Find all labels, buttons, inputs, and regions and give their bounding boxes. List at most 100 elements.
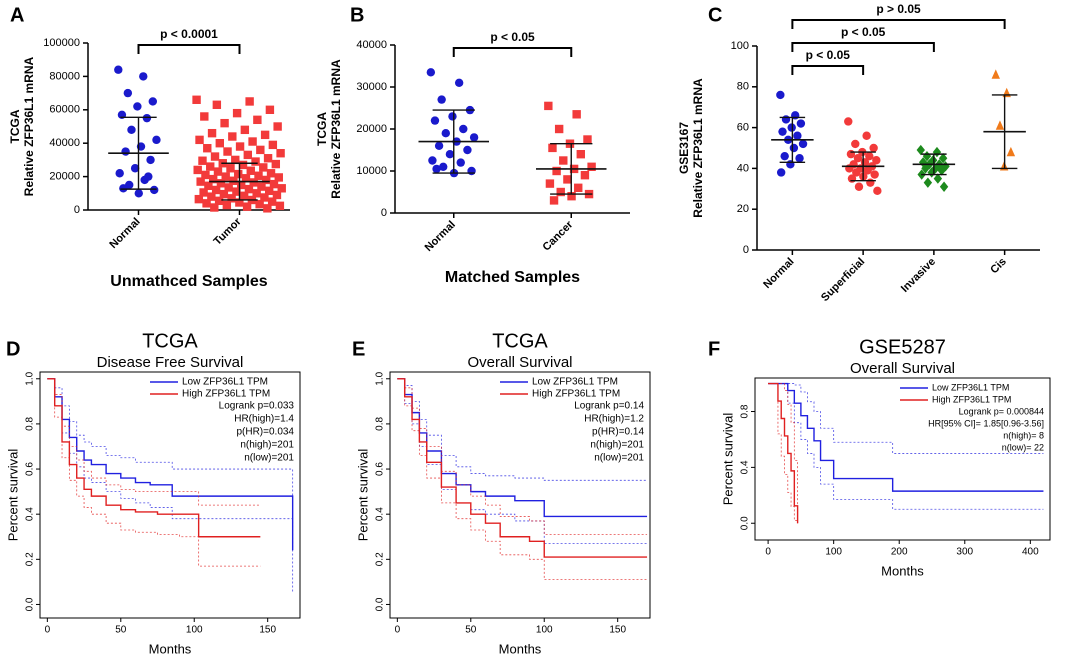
y-axis-label: TCGA bbox=[315, 112, 329, 146]
point bbox=[434, 141, 444, 150]
point bbox=[146, 155, 155, 165]
x-tick-label: 0 bbox=[45, 625, 51, 636]
y-axis-label: Relative ZFP36L1 mRNA bbox=[22, 56, 36, 196]
point bbox=[554, 124, 564, 134]
point bbox=[144, 172, 153, 181]
panel-letter: E bbox=[352, 338, 365, 360]
point bbox=[256, 145, 265, 155]
point bbox=[130, 164, 140, 173]
point bbox=[201, 170, 210, 180]
point bbox=[549, 196, 559, 205]
statistic: n(low)=201 bbox=[244, 453, 294, 464]
panel-letter: B bbox=[350, 4, 364, 26]
point bbox=[780, 151, 789, 161]
point bbox=[267, 197, 277, 206]
y-tick-label: 80000 bbox=[49, 70, 80, 82]
point bbox=[869, 143, 878, 153]
point bbox=[253, 115, 262, 125]
y-tick-label: 60000 bbox=[49, 104, 80, 116]
bracket bbox=[452, 47, 573, 57]
point bbox=[274, 173, 283, 182]
point bbox=[798, 139, 808, 149]
statistic: HR(high)=1.2 bbox=[584, 414, 644, 425]
point bbox=[148, 97, 158, 106]
point bbox=[269, 179, 279, 189]
x-axis-label: Months bbox=[881, 563, 924, 578]
point bbox=[467, 166, 476, 176]
confidence-bound bbox=[397, 378, 648, 581]
point bbox=[192, 95, 201, 104]
point bbox=[204, 181, 213, 190]
x-axis-label: Unmathced Samples bbox=[110, 273, 267, 290]
point bbox=[115, 169, 124, 178]
chart-title: TCGA bbox=[142, 330, 198, 352]
point bbox=[786, 160, 795, 169]
point bbox=[245, 97, 254, 106]
point bbox=[203, 144, 212, 153]
point bbox=[142, 113, 152, 123]
point bbox=[220, 118, 229, 128]
panel-letter: A bbox=[10, 4, 24, 26]
point bbox=[210, 203, 219, 212]
x-tick-label: 150 bbox=[259, 625, 276, 636]
point bbox=[851, 139, 860, 149]
panel-letter: F bbox=[708, 338, 720, 360]
point bbox=[231, 155, 240, 165]
point bbox=[214, 196, 224, 206]
point bbox=[228, 132, 237, 141]
survival-curve bbox=[47, 378, 261, 538]
point bbox=[195, 135, 204, 145]
point bbox=[793, 131, 802, 140]
point bbox=[939, 181, 949, 192]
y-tick-label: 0.0 bbox=[25, 597, 36, 611]
x-tick-label: 300 bbox=[956, 547, 973, 558]
point bbox=[844, 117, 853, 126]
x-tick-label: Normal bbox=[107, 216, 142, 251]
point bbox=[469, 133, 479, 142]
point bbox=[260, 130, 270, 140]
statistic: n(high)= 8 bbox=[1003, 430, 1044, 440]
point bbox=[854, 182, 864, 191]
x-tick-label: Cancer bbox=[541, 218, 576, 253]
statistic: p(HR)=0.14 bbox=[592, 427, 644, 438]
y-tick-label: 1.0 bbox=[25, 371, 36, 385]
point bbox=[232, 187, 241, 196]
statistic: p(HR)=0.034 bbox=[236, 427, 294, 438]
y-tick-label: 60 bbox=[737, 122, 749, 134]
point bbox=[263, 154, 273, 163]
x-tick-label: Tumor bbox=[212, 215, 245, 248]
statistic: n(high)=201 bbox=[590, 440, 644, 451]
y-axis-label: TCGA bbox=[8, 109, 22, 143]
survival-curve bbox=[397, 378, 648, 558]
point bbox=[548, 143, 557, 153]
bracket-label: p < 0.0001 bbox=[160, 27, 218, 41]
survival-curve bbox=[768, 382, 1044, 492]
point bbox=[139, 72, 148, 81]
point bbox=[574, 183, 583, 192]
point bbox=[456, 158, 465, 167]
point bbox=[781, 115, 791, 124]
statistic: HR(high)=1.4 bbox=[234, 414, 294, 425]
point bbox=[213, 167, 223, 176]
point bbox=[937, 165, 946, 176]
x-tick-label: 50 bbox=[115, 625, 127, 636]
point bbox=[263, 204, 272, 213]
point bbox=[152, 135, 161, 145]
point bbox=[236, 180, 246, 190]
point bbox=[121, 147, 130, 156]
point bbox=[243, 150, 253, 160]
confidence-bound bbox=[47, 378, 261, 567]
legend-label: Low ZFP36L1 TPM bbox=[532, 377, 618, 388]
point bbox=[251, 157, 260, 166]
point bbox=[265, 105, 275, 114]
x-tick-label: 150 bbox=[609, 625, 626, 636]
y-tick-label: 40000 bbox=[49, 137, 80, 149]
x-tick-label: 0 bbox=[765, 547, 771, 558]
chart-title: TCGA bbox=[492, 330, 548, 352]
point bbox=[459, 124, 468, 134]
bracket bbox=[791, 42, 935, 52]
y-axis-label: Relative ZFP36L1 mRNA bbox=[691, 78, 705, 218]
point bbox=[246, 166, 255, 175]
x-axis-label: Months bbox=[499, 641, 542, 656]
point bbox=[227, 194, 236, 203]
